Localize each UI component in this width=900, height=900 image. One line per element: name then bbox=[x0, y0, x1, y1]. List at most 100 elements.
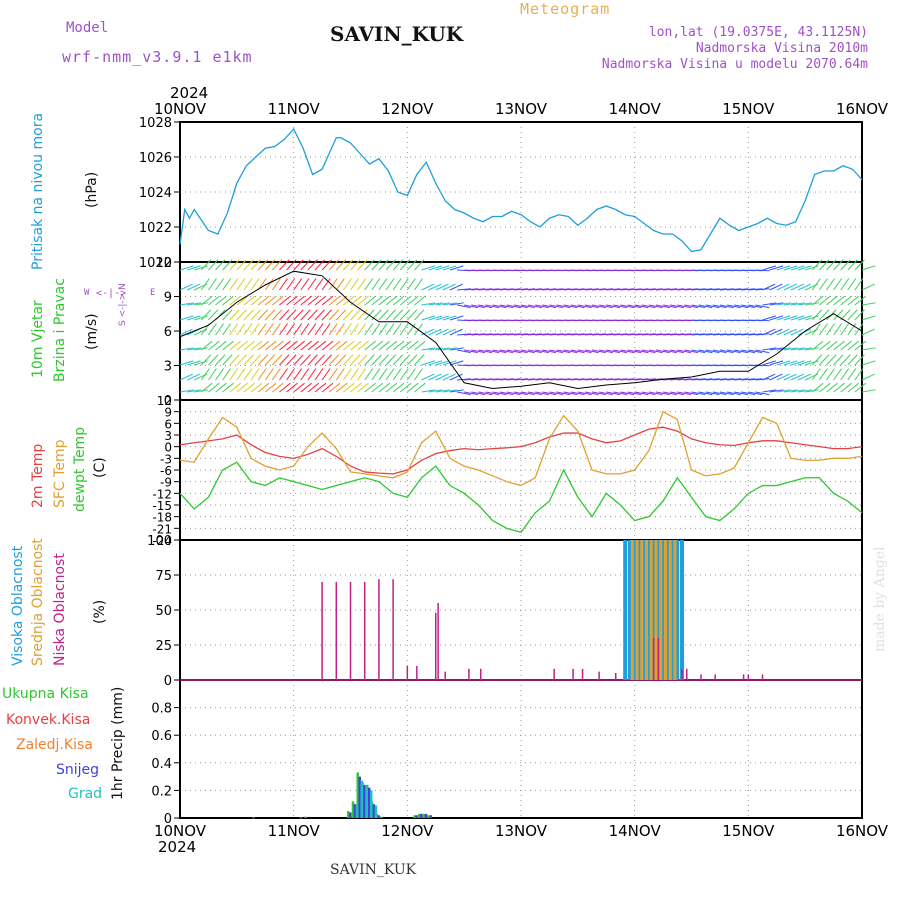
wind-barb bbox=[293, 382, 305, 393]
wind-barb bbox=[264, 278, 274, 291]
wind-barb bbox=[719, 304, 734, 309]
wind-barb bbox=[712, 333, 727, 336]
wind-barb bbox=[599, 349, 613, 354]
wind-barb bbox=[818, 368, 828, 381]
wind-barb bbox=[826, 340, 838, 351]
wind-barb bbox=[264, 382, 277, 393]
wind-barb bbox=[286, 354, 297, 366]
wind-barb bbox=[840, 382, 852, 393]
wind-barb bbox=[392, 368, 402, 381]
wind-barb bbox=[748, 349, 763, 354]
wind-barb bbox=[819, 382, 831, 393]
wind-barb bbox=[243, 368, 253, 381]
wind-barb bbox=[811, 323, 821, 336]
wind-barb bbox=[492, 391, 507, 396]
wind-barb bbox=[535, 391, 550, 396]
wind-barb bbox=[328, 278, 338, 291]
wind-barb bbox=[769, 283, 783, 291]
legend-total-precip: Ukupna Kisa bbox=[2, 686, 89, 702]
wind-barb bbox=[726, 349, 741, 354]
wind-barb bbox=[606, 391, 621, 396]
wind-barb bbox=[350, 309, 361, 321]
low-cloud-bar bbox=[416, 666, 418, 680]
wind-barb bbox=[406, 354, 418, 366]
wind-barb bbox=[222, 309, 233, 321]
wind-barb bbox=[783, 328, 797, 336]
wind-barb bbox=[805, 389, 820, 393]
snow-bar bbox=[358, 776, 361, 818]
wind-barb bbox=[818, 323, 828, 336]
wind-barb bbox=[293, 295, 305, 306]
wind-barb bbox=[769, 302, 784, 306]
wind-barb bbox=[712, 378, 727, 381]
legend-conv-precip: Konvek.Kisa bbox=[6, 712, 91, 728]
wind-barb bbox=[464, 349, 479, 354]
wind-barb bbox=[492, 304, 507, 309]
wind-barb bbox=[563, 304, 578, 309]
wind-barb bbox=[854, 295, 867, 306]
wind-barb bbox=[847, 382, 859, 393]
wind-barb bbox=[208, 354, 219, 366]
hail-bar bbox=[365, 787, 368, 818]
wind-barb bbox=[435, 360, 450, 366]
wind-barb bbox=[478, 391, 493, 396]
low-cloud-bar bbox=[321, 582, 323, 680]
wind-barb bbox=[385, 382, 398, 393]
wind-barb bbox=[528, 349, 542, 354]
wind-barb bbox=[805, 315, 819, 321]
year-bottom: 2024 bbox=[158, 838, 197, 856]
wind-barb bbox=[449, 315, 464, 321]
wind-barb bbox=[321, 354, 332, 366]
wind-barb bbox=[549, 288, 564, 291]
wind-barb bbox=[222, 295, 234, 306]
wind-barb bbox=[620, 333, 635, 336]
wind-barb bbox=[392, 340, 405, 351]
wind-barb bbox=[606, 378, 621, 381]
wind-barb bbox=[691, 304, 706, 309]
wind-barb bbox=[421, 389, 436, 393]
wind-barb bbox=[208, 278, 217, 291]
low-cloud-bar bbox=[468, 668, 470, 680]
wind-barb bbox=[200, 368, 210, 381]
wind-barb bbox=[854, 354, 865, 366]
wind-barb bbox=[279, 323, 288, 336]
wind-barb bbox=[790, 360, 805, 366]
wind-barb bbox=[208, 323, 217, 336]
wind-barb bbox=[314, 368, 324, 381]
total-precip-bar bbox=[413, 815, 416, 818]
wind-barb bbox=[584, 391, 599, 396]
wind-barb bbox=[655, 333, 670, 336]
hail-bar bbox=[360, 780, 363, 818]
wind-barb bbox=[371, 340, 384, 351]
wind-barb bbox=[279, 295, 291, 306]
wind-barb bbox=[655, 391, 670, 396]
wind-barb bbox=[300, 340, 312, 351]
snow-bar bbox=[367, 787, 371, 818]
wind-barb bbox=[215, 340, 227, 351]
wind-barb bbox=[542, 288, 557, 291]
wind-barb bbox=[321, 382, 334, 393]
wind-barb bbox=[215, 278, 224, 291]
wind-barb bbox=[307, 295, 320, 306]
legend-hail: Grad bbox=[68, 786, 103, 802]
wind-barb bbox=[854, 368, 864, 381]
wind-barb bbox=[406, 259, 418, 271]
y-tick-label: 6 bbox=[164, 325, 172, 340]
wind-barb bbox=[762, 373, 776, 381]
wind-barb bbox=[179, 328, 193, 336]
wind-barb bbox=[627, 378, 642, 381]
wind-barb bbox=[364, 278, 374, 291]
wind-barb bbox=[385, 295, 398, 306]
wind-barb bbox=[606, 349, 621, 354]
wind-barb bbox=[613, 333, 628, 336]
wind-barb bbox=[741, 349, 756, 354]
wind-barb bbox=[705, 288, 720, 291]
wind-barb bbox=[371, 259, 382, 271]
wind-barb bbox=[741, 378, 756, 381]
wind-barb bbox=[399, 354, 411, 366]
wind-barb bbox=[485, 391, 500, 396]
meteogram-title: Meteogram bbox=[520, 0, 611, 18]
wind-barb bbox=[200, 354, 212, 366]
wind-barb bbox=[421, 360, 436, 366]
wind-barb bbox=[293, 323, 303, 336]
